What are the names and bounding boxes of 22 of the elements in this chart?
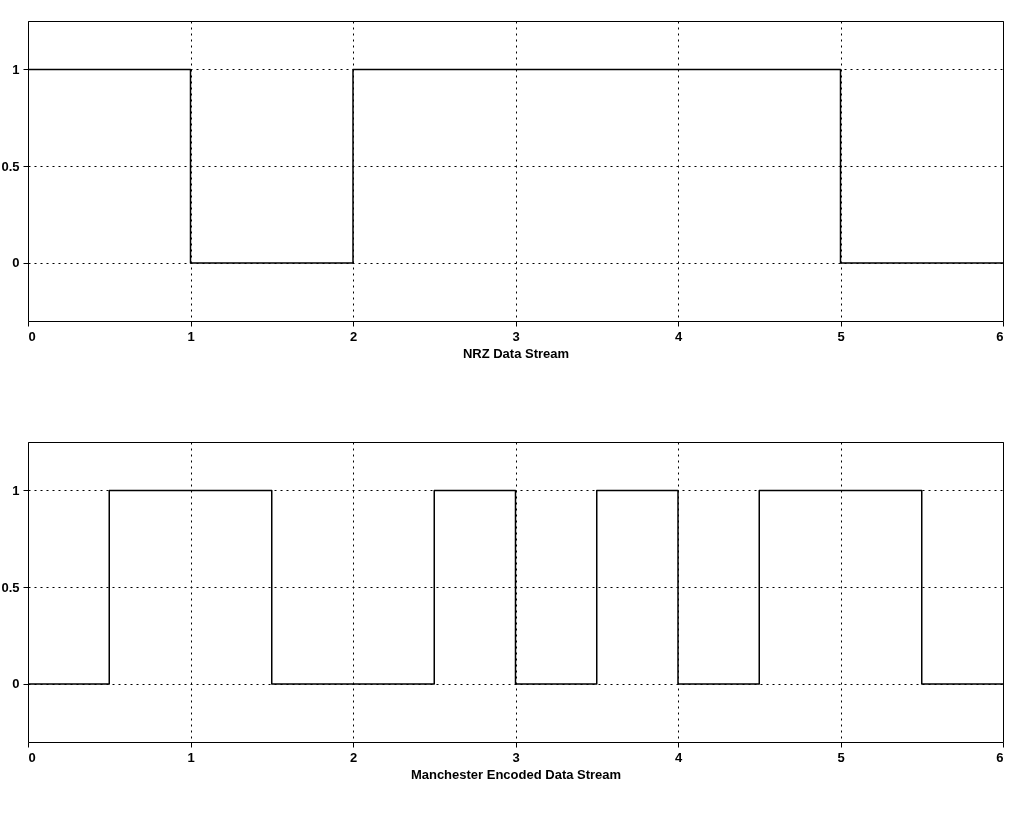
x-tick-label: 2 <box>349 328 358 344</box>
x-tick-label: 6 <box>996 328 1004 344</box>
x-axis-title: NRZ Data Stream <box>462 345 570 361</box>
x-tick-label: 4 <box>674 328 683 344</box>
x-tick-label: 5 <box>837 328 845 344</box>
x-tick-label: 6 <box>996 749 1004 765</box>
y-tick-label: 1 <box>12 61 20 77</box>
x-tick-label: 3 <box>512 328 520 344</box>
x-tick-label: 5 <box>837 749 845 765</box>
y-tick-label: 0 <box>12 255 20 271</box>
y-tick-label: 0 <box>12 676 20 692</box>
x-tick-label: 3 <box>512 749 520 765</box>
y-tick-label: 0.5 <box>1 158 20 174</box>
x-tick-label: 0 <box>28 328 36 344</box>
x-tick-label: 1 <box>187 328 195 344</box>
y-tick-label: 1 <box>12 482 20 498</box>
y-tick-label: 0.5 <box>1 579 20 595</box>
x-tick-label: 1 <box>187 749 195 765</box>
x-tick-label: 4 <box>674 749 683 765</box>
x-tick-label: 2 <box>349 749 358 765</box>
x-tick-label: 0 <box>28 749 36 765</box>
x-axis-title: Manchester Encoded Data Stream <box>410 766 622 782</box>
